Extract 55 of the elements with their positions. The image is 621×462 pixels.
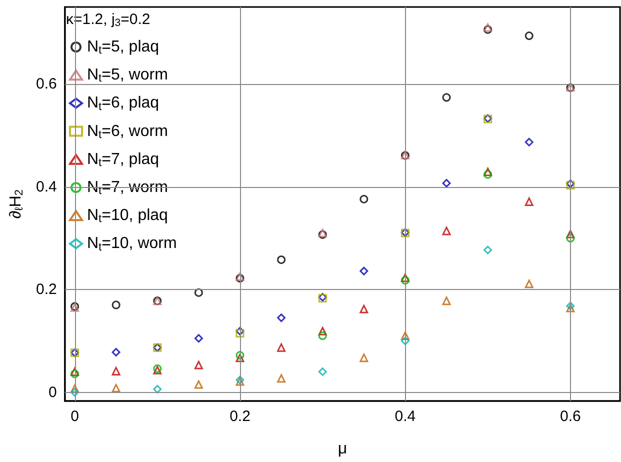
point (277, 343, 286, 352)
point (318, 326, 327, 336)
point (360, 194, 368, 204)
point (524, 197, 534, 206)
point (566, 230, 575, 238)
point (442, 296, 451, 306)
point (318, 332, 327, 340)
point (277, 255, 286, 264)
y-tick-label: 0.4 (36, 178, 57, 196)
point (360, 304, 368, 314)
point (112, 300, 120, 310)
point (112, 366, 120, 376)
y-tick-label: 0.6 (36, 76, 57, 93)
x-tick-label: 0.2 (230, 408, 250, 425)
point (277, 374, 286, 383)
point (194, 334, 203, 343)
point (236, 354, 244, 362)
point (70, 367, 80, 376)
point (236, 351, 244, 360)
point (70, 388, 80, 397)
point (318, 367, 327, 376)
point (400, 336, 410, 346)
y-tick-label: 0 (48, 384, 57, 401)
point (484, 246, 492, 254)
point (194, 288, 203, 297)
point (360, 354, 368, 362)
x-tick-label: 0.4 (394, 408, 416, 425)
point (70, 384, 80, 393)
point (400, 273, 410, 282)
point (70, 370, 80, 378)
point (153, 384, 162, 394)
x-tick-label: 0 (70, 408, 79, 425)
y-axis-title: ∂ℓH2 (8, 189, 26, 219)
point (360, 266, 368, 276)
point (194, 360, 203, 370)
point (524, 280, 534, 288)
point (484, 25, 492, 34)
point (484, 170, 492, 179)
point (524, 32, 534, 40)
x-tick-label: 0.6 (560, 408, 581, 425)
point (194, 380, 203, 389)
point (112, 384, 120, 392)
y-tick-label: 0.2 (36, 281, 57, 298)
point (400, 332, 410, 340)
point (442, 93, 451, 102)
point (566, 304, 575, 312)
point (112, 348, 120, 356)
point (566, 234, 575, 242)
point (524, 138, 534, 146)
point (277, 314, 286, 322)
x-axis-title: μ (338, 440, 348, 458)
point (442, 226, 451, 236)
point (442, 178, 451, 188)
point (400, 276, 410, 285)
point (484, 168, 492, 176)
